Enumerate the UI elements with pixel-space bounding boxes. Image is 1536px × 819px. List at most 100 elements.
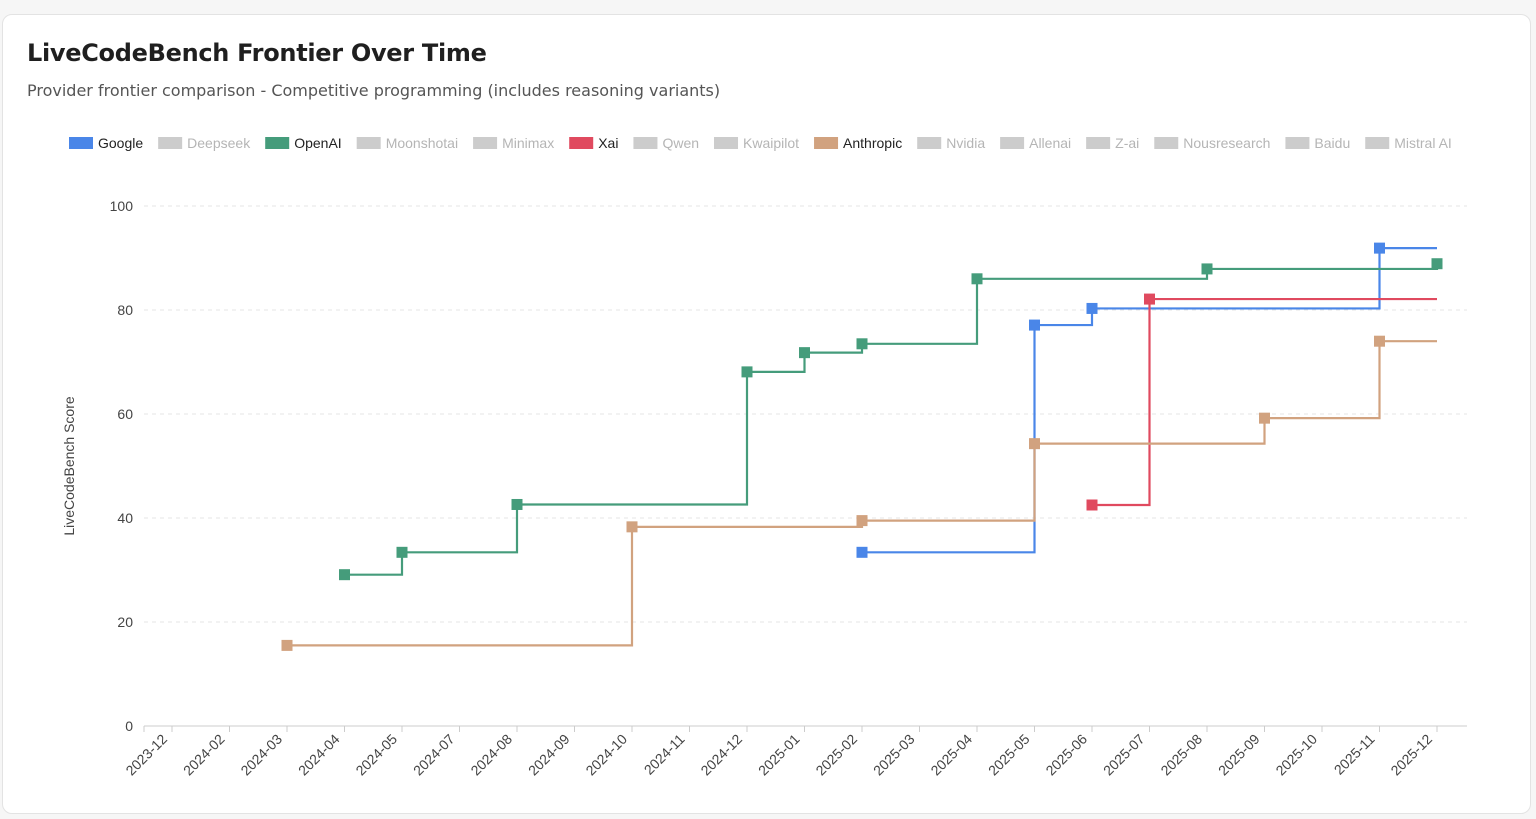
series-openai [339,258,1443,581]
y-axis-label: LiveCodeBench Score [61,396,77,536]
legend-label: Moonshotai [386,135,458,151]
legend-swatch [473,137,498,149]
series-anthropic [281,335,1437,651]
data-point[interactable] [1144,293,1155,305]
x-tick-label: 2025-02 [812,731,860,779]
x-tick-label: 2025-07 [1100,731,1148,779]
data-point[interactable] [799,347,810,359]
legend-swatch [917,137,942,149]
legend-item-anthropic[interactable]: Anthropic [814,135,902,151]
legend-swatch [814,137,839,149]
legend-item-nvidia[interactable]: Nvidia [917,135,985,151]
legend-item-z-ai[interactable]: Z-ai [1086,135,1139,151]
x-tick-label: 2025-10 [1272,731,1320,779]
y-tick-label: 40 [117,510,133,526]
legend-swatch [265,137,290,149]
data-point[interactable] [339,569,350,581]
legend-item-xai[interactable]: Xai [569,135,618,151]
x-tick-label: 2025-03 [870,731,918,779]
legend-item-baidu[interactable]: Baidu [1285,135,1350,151]
legend-label: Nvidia [946,135,985,151]
y-tick-label: 100 [110,198,134,214]
data-point[interactable] [1374,335,1385,347]
legend-label: Minimax [502,135,554,151]
legend-swatch [633,137,658,149]
series-google [856,242,1437,558]
y-tick-label: 80 [117,302,133,318]
x-tick-label: 2025-08 [1157,731,1205,779]
x-tick-label: 2023-12 [122,731,170,779]
data-point[interactable] [1029,438,1040,450]
data-point[interactable] [856,338,868,350]
legend-item-qwen[interactable]: Qwen [633,135,699,151]
legend-item-mistral-ai[interactable]: Mistral AI [1365,135,1452,151]
data-point[interactable] [1086,499,1098,511]
x-tick-label: 2025-04 [927,731,975,779]
legend-item-nousresearch[interactable]: Nousresearch [1154,135,1270,151]
legend-label: Nousresearch [1183,135,1270,151]
legend-swatch [1285,137,1310,149]
legend-item-moonshotai[interactable]: Moonshotai [356,135,458,151]
legend-item-minimax[interactable]: Minimax [473,135,554,151]
data-point[interactable] [396,546,408,558]
legend-label: Baidu [1314,135,1350,151]
legend-swatch [1154,137,1179,149]
x-tick-label: 2024-11 [641,731,688,778]
legend-swatch [714,137,739,149]
data-point[interactable] [1029,319,1040,331]
x-tick-label: 2025-06 [1042,731,1090,779]
data-point[interactable] [511,498,523,510]
x-tick-label: 2024-09 [525,731,573,779]
x-tick-label: 2024-08 [467,731,515,779]
chart-subtitle: Provider frontier comparison - Competiti… [27,81,721,100]
x-tick-label: 2025-12 [1387,731,1435,779]
data-point[interactable] [1431,258,1443,270]
data-point[interactable] [1374,242,1385,254]
legend: Google Deepseek OpenAI Moonshotai Minimax Xai… [69,135,1452,151]
data-point[interactable] [856,546,868,558]
data-point[interactable] [1259,412,1270,424]
data-point[interactable] [281,639,293,651]
data-point[interactable] [741,366,753,378]
legend-item-allenai[interactable]: Allenai [1000,135,1071,151]
x-tick-label: 2024-04 [295,731,343,779]
legend-swatch [69,137,93,149]
legend-swatch [1086,137,1111,149]
legend-swatch [1000,137,1025,149]
y-tick-label: 60 [117,406,133,422]
chart-title: LiveCodeBench Frontier Over Time [27,39,487,67]
legend-item-deepseek[interactable]: Deepseek [158,135,251,151]
y-tick-label: 20 [117,614,133,630]
legend-label: OpenAI [294,135,341,151]
series-line [287,340,1437,647]
legend-swatch [158,137,183,149]
x-tick-label: 2024-05 [352,731,400,779]
legend-label: Google [98,135,143,151]
legend-label: Mistral AI [1394,135,1452,151]
legend-label: Allenai [1029,135,1071,151]
x-tick-label: 2024-07 [410,731,458,779]
x-tick-label: 2025-09 [1215,731,1263,779]
legend-label: Xai [598,135,618,151]
x-tick-label: 2024-12 [697,731,745,779]
data-point[interactable] [1201,263,1213,275]
legend-label: Deepseek [187,135,251,151]
legend-item-openai[interactable]: OpenAI [265,135,342,151]
y-tick-label: 0 [125,718,133,734]
series-layer [281,242,1443,651]
legend-item-kwaipilot[interactable]: Kwaipilot [714,135,799,151]
data-point[interactable] [856,515,868,527]
legend-label: Kwaipilot [743,135,799,151]
legend-label: Qwen [662,135,699,151]
series-line [1092,297,1437,507]
legend-item-google[interactable]: Google [69,135,143,151]
x-tick-label: 2025-11 [1331,731,1378,778]
data-point[interactable] [971,273,983,285]
data-point[interactable] [1086,302,1098,314]
data-point[interactable] [626,521,638,533]
series-xai [1086,293,1437,511]
x-tick-label: 2024-10 [582,731,630,779]
legend-swatch [569,137,594,149]
x-tick-label: 2024-02 [180,731,228,779]
legend-label: Z-ai [1115,135,1139,151]
